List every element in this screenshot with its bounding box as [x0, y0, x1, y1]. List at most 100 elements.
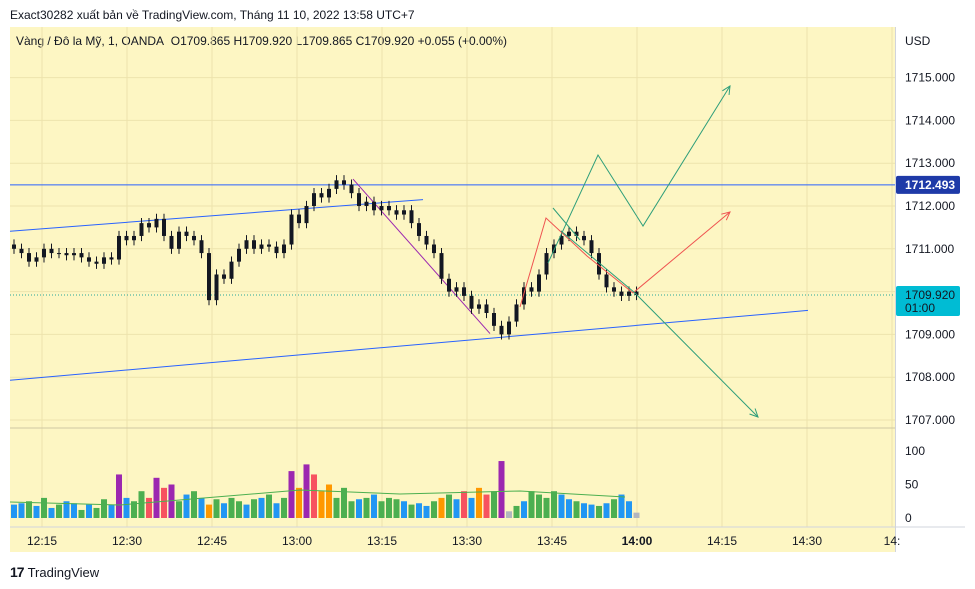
time-tick-label: 14:00 [622, 534, 653, 548]
candle-body [27, 253, 31, 262]
volume-bar [596, 505, 602, 518]
candle-body [139, 223, 144, 236]
candle-body [49, 248, 54, 254]
candle-body [259, 244, 264, 249]
candle-body [297, 214, 301, 224]
volume-bar [161, 487, 167, 518]
candle-body [492, 313, 496, 326]
volume-bar [633, 512, 640, 518]
candle-body [109, 257, 114, 260]
volume-bar [101, 499, 107, 518]
volume-bar [446, 494, 452, 518]
volume-bar [116, 474, 122, 518]
candle-body [582, 235, 586, 241]
volume-bar [513, 505, 520, 518]
volume-bar [281, 497, 287, 518]
candle-body [57, 253, 61, 255]
time-tick-label: 14:15 [707, 534, 737, 548]
volume-bar [326, 484, 332, 518]
candle-body [462, 287, 466, 296]
candle-body [454, 287, 459, 292]
candle-body [484, 304, 489, 313]
price-tick-label: 1709.000 [905, 327, 955, 341]
volume-bar [333, 497, 340, 518]
candle-body [379, 206, 384, 211]
countdown-label: 01:00 [905, 301, 935, 315]
candle-body [79, 253, 84, 258]
candle-body [177, 231, 181, 249]
candle-body [192, 235, 196, 241]
volume-bar [468, 497, 475, 518]
volume-bar [341, 487, 347, 518]
volume-bar [48, 507, 55, 518]
candle-body [589, 240, 594, 254]
volume-bar [168, 484, 175, 518]
price-tick-label: 1708.000 [905, 370, 955, 384]
candle-body [574, 231, 579, 236]
volume-bar [26, 501, 32, 518]
volume-bar [566, 499, 572, 518]
volume-bar [393, 499, 400, 518]
last-price-tag [896, 286, 960, 317]
candle-body [102, 257, 106, 264]
candle-body [282, 244, 286, 254]
candle-body [544, 253, 549, 275]
chart-pane[interactable] [10, 27, 895, 552]
candle-body [169, 235, 174, 249]
candle-body [432, 244, 436, 254]
candle-body [604, 274, 609, 288]
bearish-projection-arrow [560, 230, 759, 418]
tradingview-logo[interactable]: 17 TradingView [10, 564, 99, 580]
candle-body [387, 206, 391, 211]
red-projection-zigzag [519, 217, 634, 308]
volume-bar [123, 497, 130, 518]
candle-body [634, 291, 639, 296]
volume-bar [236, 501, 242, 518]
candle-body [274, 246, 279, 254]
volume-bar [318, 491, 325, 518]
volume-bar [198, 497, 205, 518]
time-tick-label: 13:45 [537, 534, 567, 548]
price-tick-label: 1715.000 [905, 71, 955, 85]
candle-body [184, 231, 189, 236]
volume-bar [303, 464, 310, 518]
price-tick-label: 1711.000 [905, 242, 954, 256]
candle-body [229, 261, 234, 279]
candle-body [537, 274, 541, 292]
candle-body [477, 304, 481, 309]
volume-bar [296, 487, 302, 518]
horizontal-line-price-label: 1712.493 [905, 178, 955, 192]
volume-bar [483, 494, 490, 518]
volume-bar [18, 503, 25, 518]
volume-bar [401, 501, 407, 518]
volume-bar [521, 501, 527, 518]
volume-tick-label: 0 [905, 511, 912, 525]
price-tick-label: 1707.000 [905, 413, 955, 427]
time-tick-label: 12:15 [27, 534, 57, 548]
candle-body [619, 291, 624, 296]
time-tick-label: 12:30 [112, 534, 142, 548]
volume-bar [63, 501, 70, 518]
volume-ma-line [9, 489, 626, 506]
horizontal-line-price-tag [896, 175, 960, 194]
volume-bar [191, 491, 197, 518]
volume-bar [138, 491, 145, 518]
time-tick-label: 14: [884, 534, 901, 548]
candle-body [394, 210, 399, 215]
volume-tick-label: 100 [905, 444, 925, 458]
volume-bar [408, 504, 415, 518]
time-tick-label: 14:30 [792, 534, 822, 548]
candle-body [154, 218, 159, 228]
volume-bar [386, 497, 392, 518]
candle-body [222, 274, 226, 279]
candle-body [327, 188, 331, 198]
volume-bar [56, 504, 62, 518]
volume-bar [78, 509, 85, 518]
volume-bar [108, 504, 115, 518]
red-projection-arrow [632, 211, 731, 294]
candle-body [42, 248, 46, 258]
candle-body [424, 235, 429, 245]
candle-body [559, 235, 564, 245]
volume-bar [273, 503, 280, 518]
